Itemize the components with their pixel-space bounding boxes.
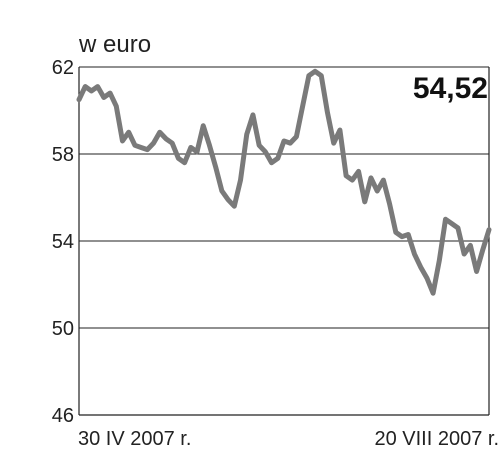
- x-axis-start-label: 30 IV 2007 r.: [78, 428, 191, 450]
- y-tick-label-62: 62: [52, 57, 74, 79]
- x-axis-end-label: 20 VIII 2007 r.: [374, 428, 499, 450]
- y-tick-label-58: 58: [52, 144, 74, 166]
- grid-lines: [79, 66, 489, 329]
- last-value-label: 54,52: [413, 72, 488, 105]
- y-tick-label-50: 50: [52, 318, 74, 340]
- y-tick-label-46: 46: [52, 405, 74, 427]
- series-line: [76, 68, 492, 296]
- y-tick-label-54: 54: [52, 231, 74, 253]
- y-axis-unit-label: w euro: [78, 31, 151, 58]
- y-axis-tick-labels: 62 58 54 50 46: [52, 57, 74, 427]
